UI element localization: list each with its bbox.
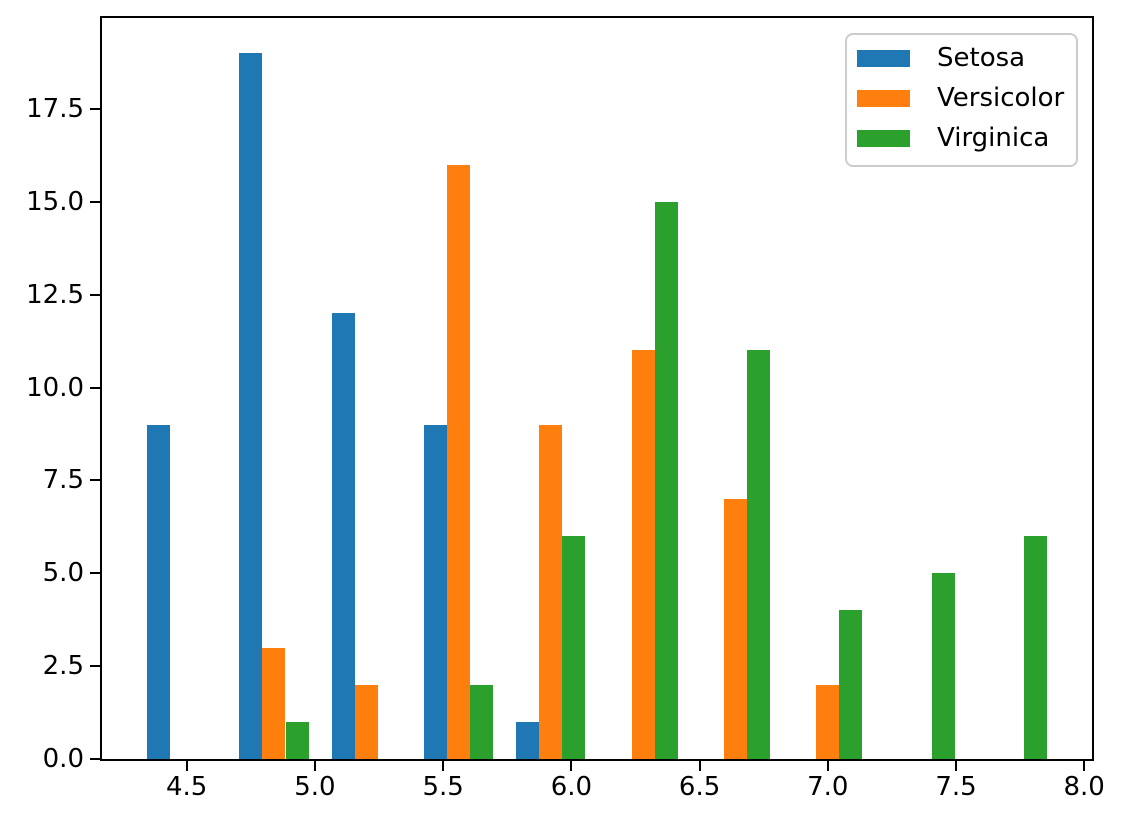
bar-setosa-bin1 <box>147 424 171 759</box>
y-tick <box>90 665 100 668</box>
x-tick-label: 5.0 <box>294 772 336 802</box>
bar-virginica-bin2 <box>285 721 309 759</box>
virginica-swatch-icon <box>857 129 910 147</box>
bar-setosa-bin3 <box>331 313 355 759</box>
bar-versicolor-bin4 <box>447 164 471 759</box>
bar-virginica-bin4 <box>470 684 494 759</box>
y-tick-label: 2.5 <box>42 651 84 682</box>
bar-versicolor-bin7 <box>723 499 747 759</box>
y-tick <box>90 386 100 389</box>
bar-virginica-bin5 <box>562 536 586 759</box>
x-tick <box>442 761 445 771</box>
x-tick-label: 7.5 <box>935 772 977 802</box>
bar-virginica-bin8 <box>839 610 863 759</box>
bar-virginica-bin10 <box>1023 536 1047 759</box>
x-tick-label: 7.0 <box>807 772 849 802</box>
legend-item-setosa: Setosa <box>857 38 1076 78</box>
bar-versicolor-bin6 <box>631 350 655 759</box>
bar-virginica-bin7 <box>747 350 771 759</box>
bar-virginica-bin6 <box>654 201 678 759</box>
y-tick-label: 12.5 <box>26 279 84 310</box>
y-tick <box>90 200 100 203</box>
versicolor-swatch-icon <box>857 89 910 107</box>
legend-label: Virginica <box>937 123 1050 153</box>
bar-setosa-bin4 <box>423 424 447 759</box>
bars-layer <box>102 18 1092 759</box>
legend-label: Setosa <box>937 43 1026 73</box>
x-tick <box>185 761 188 771</box>
y-tick <box>90 293 100 296</box>
legend-item-versicolor: Versicolor <box>857 78 1076 118</box>
legend-label: Versicolor <box>937 83 1065 113</box>
y-tick-label: 17.5 <box>26 94 84 124</box>
bar-versicolor-bin5 <box>539 424 563 759</box>
x-tick-label: 8.0 <box>1063 772 1105 802</box>
x-tick-label: 6.5 <box>678 772 721 802</box>
y-tick-label: 7.5 <box>42 465 84 496</box>
x-tick <box>698 761 701 771</box>
x-tick <box>570 761 573 771</box>
bar-virginica-bin9 <box>931 573 955 759</box>
y-tick <box>90 479 100 482</box>
bar-versicolor-bin8 <box>816 684 840 759</box>
y-tick-label: 0.0 <box>42 744 84 774</box>
x-tick <box>955 761 957 771</box>
legend-item-virginica: Virginica <box>857 118 1076 158</box>
bar-setosa-bin5 <box>516 721 540 759</box>
y-tick-label: 10.0 <box>26 372 84 403</box>
y-tick <box>90 572 100 575</box>
y-tick <box>90 758 100 760</box>
y-tick <box>90 108 100 110</box>
x-tick-label: 5.5 <box>422 772 464 802</box>
bar-versicolor-bin3 <box>354 684 378 759</box>
y-tick-label: 15.0 <box>26 186 84 217</box>
y-tick-label: 5.0 <box>42 558 84 589</box>
x-tick <box>313 761 316 771</box>
setosa-swatch-icon <box>857 49 910 67</box>
x-tick <box>826 761 829 771</box>
bar-setosa-bin2 <box>239 53 263 759</box>
bar-versicolor-bin2 <box>262 647 286 759</box>
x-tick-label: 6.0 <box>550 772 593 802</box>
x-tick <box>1083 761 1086 771</box>
x-tick-label: 4.5 <box>166 772 208 802</box>
legend: Setosa Versicolor Virginica <box>845 33 1078 167</box>
